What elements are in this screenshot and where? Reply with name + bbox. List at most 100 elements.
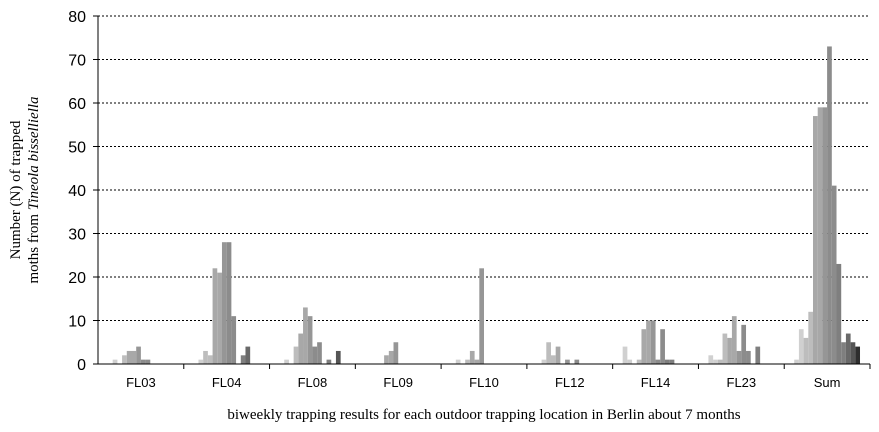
- bar-sum-10: [836, 263, 842, 364]
- bar-fl23-6: [731, 316, 737, 364]
- bar-fl12-2: [541, 359, 547, 364]
- y-tick-label: 60: [68, 96, 86, 113]
- bar-fl08-7: [307, 316, 313, 364]
- bar-fl14-7: [650, 320, 656, 364]
- bar-fl23-2: [713, 359, 718, 364]
- bar-sum-9: [831, 185, 837, 364]
- bar-fl10-4: [465, 359, 470, 364]
- bar-fl10-5: [469, 350, 475, 364]
- x-tick-label-fl08: FL08: [298, 375, 328, 390]
- bar-fl04-3: [203, 350, 208, 364]
- y-axis-label-line1: Number (N) of trapped: [8, 120, 24, 259]
- bar-fl03-9: [145, 359, 151, 364]
- bar-fl09-6: [388, 350, 394, 364]
- bar-fl08-2: [284, 359, 289, 364]
- bar-fl04-6: [217, 272, 222, 364]
- bar-fl03-6: [131, 350, 137, 364]
- bar-fl04-7: [221, 242, 227, 364]
- bar-fl10-2: [455, 359, 461, 364]
- bar-fl10-7: [479, 268, 484, 364]
- x-axis-label: biweekly trapping results for each outdo…: [227, 407, 740, 423]
- y-tick-label: 10: [68, 314, 86, 331]
- y-tick-label: 50: [68, 140, 86, 157]
- bar-fl23-1: [708, 355, 714, 364]
- bar-sum-12: [845, 333, 851, 364]
- bar-sum-4: [808, 311, 814, 364]
- bar-fl12-9: [574, 359, 580, 364]
- bar-fl08-6: [303, 307, 308, 364]
- x-tick-label-sum: Sum: [814, 375, 841, 390]
- bar-sum-8: [827, 46, 832, 364]
- y-axis-label: Number (N) of trapped moths from Tineola…: [8, 96, 42, 283]
- y-tick-label: 30: [68, 227, 86, 244]
- bar-fl09-5: [384, 355, 389, 364]
- bar-fl14-2: [627, 359, 633, 364]
- bar-fl08-4: [293, 346, 299, 364]
- bar-sum-1: [794, 359, 799, 364]
- bar-fl10-6: [474, 359, 480, 364]
- bar-fl04-12: [245, 346, 251, 364]
- x-tick-label-fl09: FL09: [383, 375, 413, 390]
- y-tick-label: 0: [77, 357, 86, 374]
- bar-fl12-3: [546, 342, 551, 364]
- x-tick-label-fl03: FL03: [126, 375, 156, 390]
- bar-fl14-1: [622, 346, 628, 364]
- bar-sum-2: [798, 329, 804, 364]
- bar-fl14-8: [655, 359, 661, 364]
- x-tick-labels: FL03 FL04 FL08 FL09 FL10 FL12 FL14 FL23 Sum: [126, 364, 871, 390]
- bar-fl12-5: [555, 346, 561, 364]
- bar-fl03-7: [136, 346, 141, 364]
- x-tick-label-fl12: FL12: [555, 375, 585, 390]
- bar-fl08-8: [312, 346, 318, 364]
- x-tick-label-fl14: FL14: [641, 375, 671, 390]
- bar-fl14-6: [646, 320, 651, 364]
- bar-fl14-10: [664, 359, 670, 364]
- bar-fl04-4: [207, 355, 213, 364]
- y-tick-label: 40: [68, 183, 86, 200]
- bar-fl08-9: [317, 342, 322, 364]
- bar-fl03-5: [126, 350, 132, 364]
- y-tick-label: 20: [68, 270, 86, 287]
- bar-fl08-13: [335, 350, 341, 364]
- bar-fl12-7: [565, 359, 570, 364]
- x-tick-label-fl10: FL10: [469, 375, 499, 390]
- y-axis-label-prefix: moths from: [26, 210, 42, 283]
- bar-fl23-3: [717, 359, 723, 364]
- bar-fl08-11: [326, 359, 332, 364]
- bar-fl09-7: [393, 342, 399, 364]
- bar-sum-14: [855, 346, 861, 364]
- bar-sum-3: [803, 337, 809, 364]
- bar-fl23-9: [746, 350, 751, 364]
- bar-sum-5: [813, 116, 818, 364]
- y-tick-label: 70: [68, 53, 86, 70]
- bar-sum-13: [850, 342, 856, 364]
- bars: [112, 46, 861, 364]
- bar-fl23-5: [727, 337, 732, 364]
- y-axis-label-species: Tineola bisselliella: [26, 96, 42, 210]
- bar-fl04-2: [198, 359, 204, 364]
- bar-fl04-8: [226, 242, 232, 364]
- bar-fl14-11: [669, 359, 675, 364]
- bar-sum-7: [822, 107, 828, 364]
- bar-fl23-8: [741, 324, 747, 364]
- bar-fl23-4: [722, 333, 728, 364]
- x-tick-label-fl23: FL23: [727, 375, 757, 390]
- bar-fl23-11: [755, 346, 761, 364]
- bar-fl08-5: [298, 333, 304, 364]
- bar-fl14-9: [660, 329, 665, 364]
- bar-sum-11: [841, 342, 846, 364]
- bar-fl14-5: [641, 329, 647, 364]
- bar-fl03-4: [122, 355, 127, 364]
- bar-fl04-11: [240, 355, 246, 364]
- y-tick-labels: 0 10 20 30 40 50 60 70 80: [68, 9, 98, 374]
- bar-fl03-2: [112, 359, 118, 364]
- bar-fl04-5: [212, 268, 218, 364]
- bar-fl23-7: [736, 350, 742, 364]
- bar-fl14-4: [636, 359, 642, 364]
- bar-fl03-8: [140, 359, 146, 364]
- bar-fl04-9: [231, 316, 237, 364]
- y-tick-label: 80: [68, 9, 86, 26]
- bar-sum-6: [817, 107, 823, 364]
